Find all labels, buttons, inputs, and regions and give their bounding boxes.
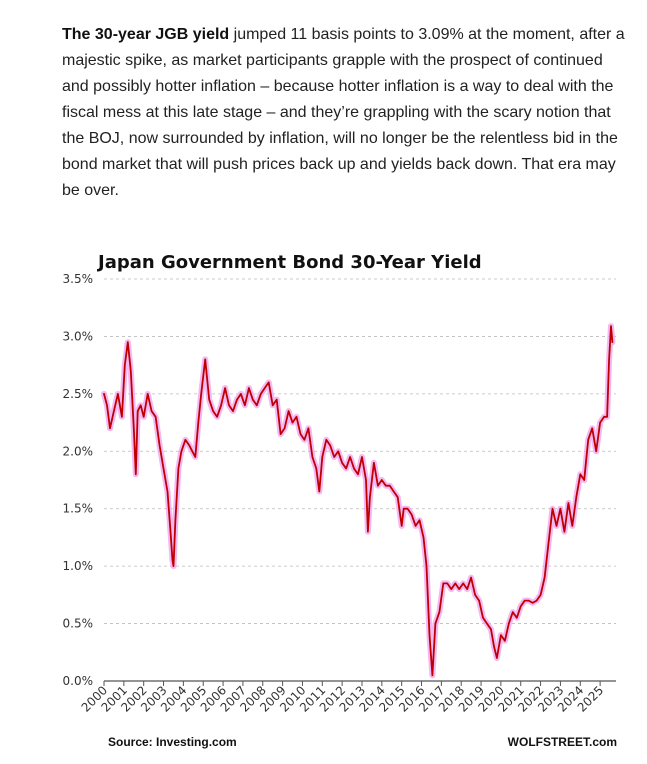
chart-credit: WOLFSTREET.com [508, 735, 617, 749]
chart-source: Source: Investing.com [108, 735, 237, 749]
x-tick-labels: 2000200120022003200420052006200720082009… [79, 681, 606, 715]
series-halo [101, 323, 616, 679]
y-tick-label: 3.5% [63, 272, 94, 286]
article-body: jumped 11 basis points to 3.09% at the m… [62, 26, 625, 199]
article-lead: The 30-year JGB yield [62, 26, 230, 43]
y-tick-label: 2.0% [63, 444, 94, 458]
y-tick-label: 2.5% [63, 387, 94, 401]
y-tick-label: 3.0% [63, 329, 94, 343]
y-tick-label: 0.5% [63, 617, 94, 631]
y-tick-label: 1.0% [63, 559, 94, 573]
y-tick-labels: 0.0% 0.5% 1.0% 1.5% 2.0% 2.5% 3.0% 3.5% [63, 272, 94, 688]
y-tick-label: 0.0% [63, 674, 94, 688]
article-paragraph: The 30-year JGB yield jumped 11 basis po… [62, 22, 627, 204]
series-line [103, 325, 614, 677]
chart-title: Japan Government Bond 30-Year Yield [96, 252, 482, 273]
y-tick-label: 1.5% [63, 502, 94, 516]
yield-chart: Japan Government Bond 30-Year Yield 0.0%… [63, 252, 618, 749]
grid-lines [104, 278, 616, 682]
